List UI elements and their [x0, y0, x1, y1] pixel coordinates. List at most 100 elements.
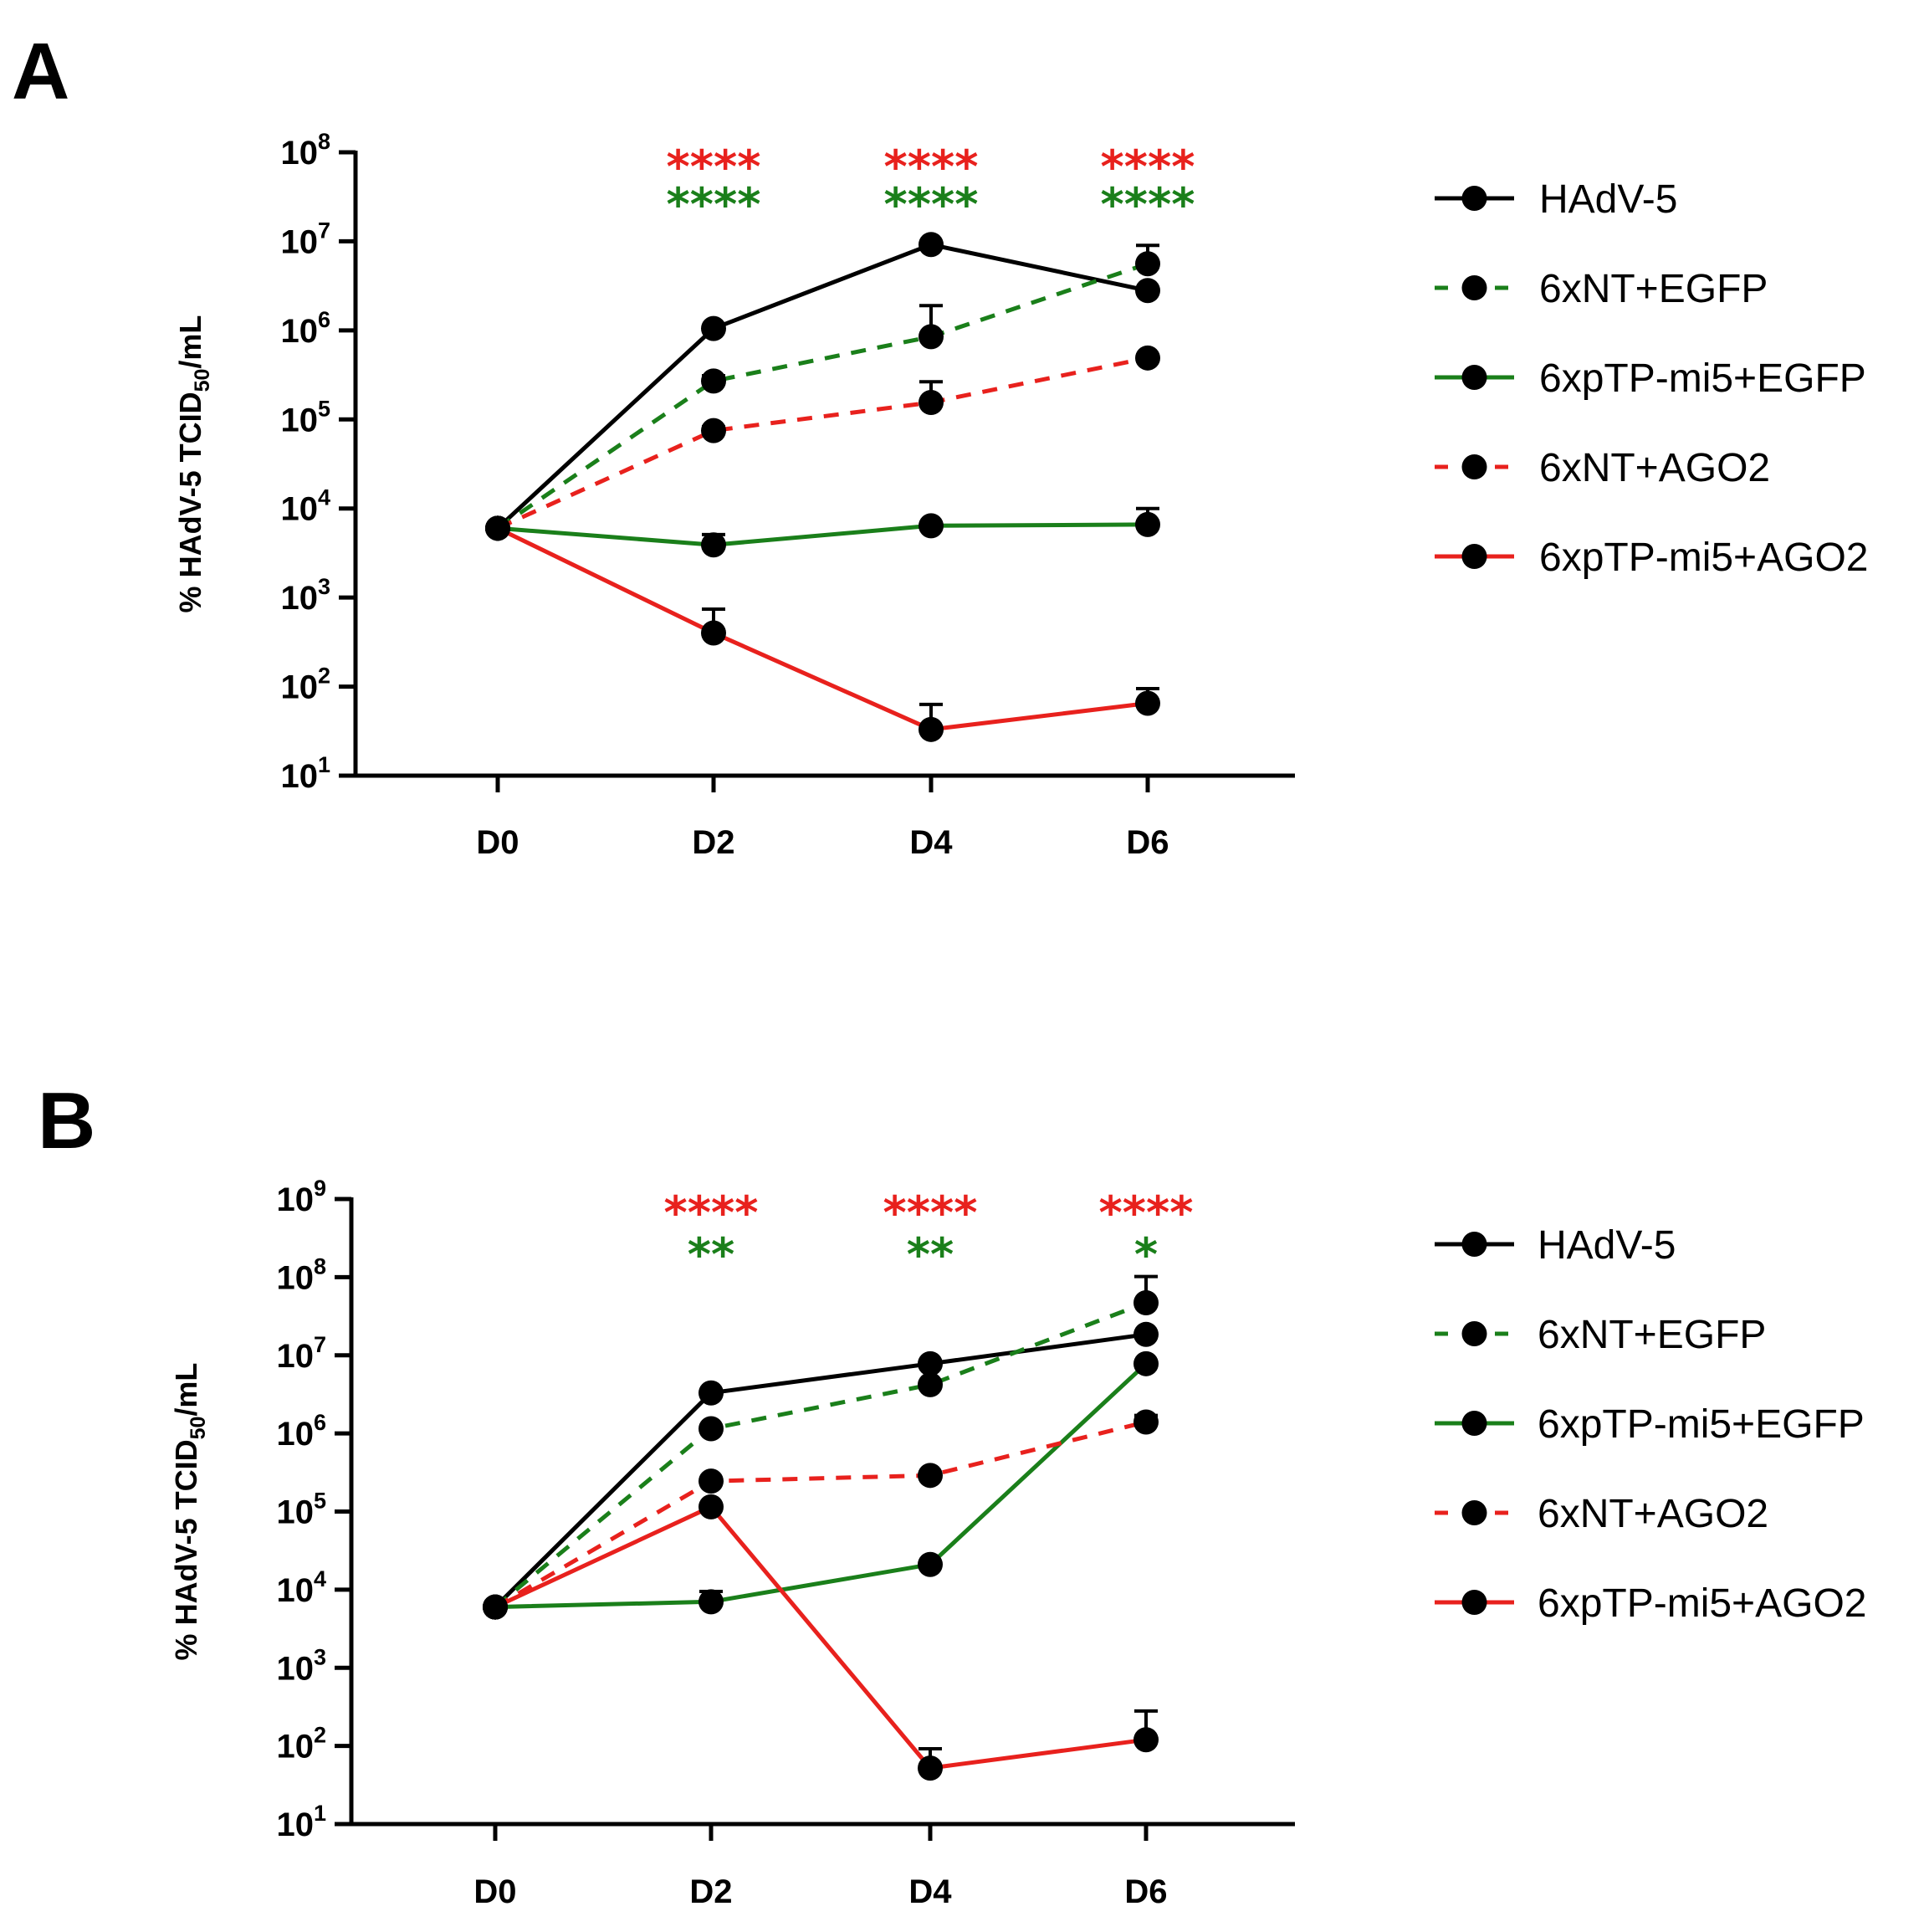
data-point: [918, 1755, 943, 1781]
y-tick-exponent: 5: [318, 396, 330, 421]
data-point: [1133, 1321, 1159, 1347]
y-tick-base: 10: [276, 1181, 314, 1218]
data-point: [1135, 511, 1160, 537]
x-tick-label: D2: [692, 824, 734, 861]
y-tick-label: 108: [276, 1253, 326, 1296]
y-tick-label: 107: [280, 218, 330, 260]
x-tick-label: D0: [473, 1873, 516, 1910]
y-tick-label: 106: [280, 307, 330, 350]
x-tick-label: D0: [476, 824, 519, 861]
y-tick-exponent: 6: [314, 1410, 326, 1435]
series-line: [494, 1420, 1147, 1609]
data-point: [701, 418, 726, 443]
y-tick-base: 10: [276, 1494, 314, 1531]
series-line: [496, 242, 1149, 530]
legend-label: 6xpTP-mi5+AGO2: [1538, 1581, 1866, 1626]
significance-red: ****: [883, 1186, 978, 1239]
data-point: [919, 390, 944, 416]
series-line: [496, 526, 1149, 732]
y-tick-base: 10: [276, 1806, 314, 1843]
data-point: [698, 1589, 724, 1615]
data-point: [918, 1350, 943, 1376]
significance-red: ****: [664, 1186, 759, 1239]
y-tick-label: 102: [280, 664, 330, 706]
data-point: [701, 315, 726, 341]
data-point: [698, 1416, 724, 1442]
data-point: [1133, 1409, 1159, 1435]
y-tick-base: 10: [276, 1338, 314, 1375]
y-tick-label: 104: [276, 1566, 326, 1609]
y-tick-base: 10: [280, 758, 318, 795]
y-tick-base: 10: [276, 1650, 314, 1687]
legend-swatch-marker: [1461, 1500, 1487, 1525]
data-point: [919, 716, 944, 742]
y-axis-title-main: % HAdV-5 TCID: [169, 1439, 203, 1660]
y-tick-base: 10: [276, 1729, 314, 1765]
data-point: [1135, 345, 1160, 371]
panel-letter: A: [12, 27, 69, 116]
y-tick-label: 104: [280, 485, 330, 528]
legend-swatch-marker: [1461, 365, 1487, 390]
y-tick-exponent: 9: [314, 1176, 326, 1201]
y-tick-base: 10: [276, 1572, 314, 1609]
significance-green: ****: [1101, 178, 1195, 231]
y-tick-base: 10: [280, 313, 318, 350]
panel-letter: B: [38, 1076, 95, 1166]
data-point: [485, 515, 510, 541]
y-axis-title: % HAdV-5 TCID50/mL: [173, 315, 214, 613]
y-axis-title: % HAdV-5 TCID50/mL: [169, 1363, 210, 1661]
data-point: [1133, 1727, 1159, 1753]
y-tick-exponent: 8: [314, 1253, 326, 1279]
y-tick-base: 10: [280, 669, 318, 706]
significance-red: ****: [884, 141, 979, 193]
y-tick-label: 101: [280, 752, 330, 795]
legend-label: 6xpTP-mi5+EGFP: [1539, 356, 1866, 401]
data-point: [919, 513, 944, 539]
y-tick-exponent: 1: [318, 752, 330, 777]
series-line: [494, 1361, 1148, 1610]
data-point: [701, 620, 726, 646]
legend-swatch-marker: [1461, 275, 1487, 300]
data-point: [918, 1551, 943, 1577]
legend-label: HAdV-5: [1539, 177, 1677, 222]
significance-red: ****: [1101, 141, 1195, 193]
y-tick-exponent: 2: [318, 664, 330, 689]
y-tick-label: 107: [276, 1332, 326, 1375]
y-tick-label: 105: [280, 396, 330, 438]
legend-label: 6xNT+EGFP: [1538, 1313, 1766, 1357]
y-tick-exponent: 3: [318, 574, 330, 599]
data-point: [1135, 251, 1160, 277]
significance-green: *: [1134, 1228, 1158, 1281]
significance-red: ****: [1099, 1186, 1194, 1239]
y-tick-exponent: 4: [318, 485, 330, 510]
legend-swatch-marker: [1461, 454, 1487, 479]
data-point: [698, 1494, 724, 1519]
legend-swatch-marker: [1461, 1232, 1487, 1257]
significance-red: ****: [667, 141, 761, 193]
legend-label: 6xNT+AGO2: [1539, 446, 1770, 490]
data-point: [919, 324, 944, 350]
y-axis-title-subscript: 50: [187, 1417, 210, 1440]
data-point: [1133, 1350, 1159, 1376]
data-point: [1135, 278, 1160, 304]
data-point: [698, 1468, 724, 1494]
legend-swatch-marker: [1461, 544, 1487, 569]
data-point: [698, 1380, 724, 1406]
legend-label: 6xNT+AGO2: [1538, 1492, 1768, 1536]
y-tick-base: 10: [280, 580, 318, 617]
legend-swatch-marker: [1461, 186, 1487, 211]
y-tick-label: 101: [276, 1801, 326, 1843]
y-tick-exponent: 6: [318, 307, 330, 332]
significance-green: ****: [884, 178, 979, 231]
legend-label: 6xpTP-mi5+EGFP: [1538, 1402, 1865, 1447]
series-line: [494, 1504, 1147, 1771]
x-tick-label: D4: [908, 1873, 952, 1910]
series-line: [494, 1300, 1147, 1609]
y-axis-title-tail: /mL: [173, 315, 207, 369]
data-point: [483, 1594, 508, 1620]
legend-swatch-marker: [1461, 1411, 1487, 1436]
y-tick-label: 103: [280, 574, 330, 617]
series-line: [496, 261, 1149, 530]
y-tick-exponent: 5: [314, 1489, 326, 1514]
